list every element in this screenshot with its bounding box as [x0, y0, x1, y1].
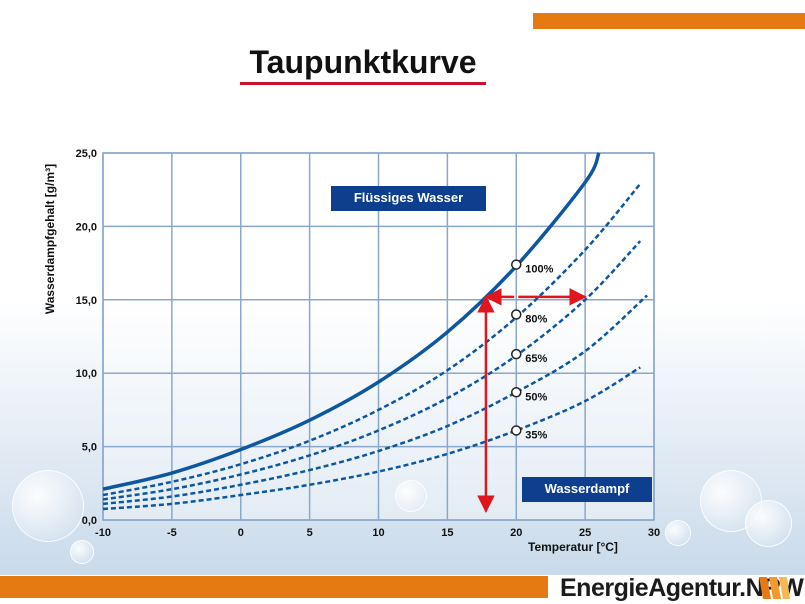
region-label-vapor: Wasserdampf	[522, 477, 652, 502]
x-tick-label: -5	[167, 527, 177, 539]
humidity-label: 50%	[525, 391, 547, 403]
humidity-label: 80%	[525, 313, 547, 325]
y-tick-label: 15,0	[76, 295, 97, 307]
x-tick-label: -10	[95, 527, 111, 539]
x-axis-label: Temperatur [°C]	[528, 540, 618, 554]
humidity-marker	[511, 387, 522, 398]
humidity-marker	[511, 348, 522, 360]
humidity-label: 35%	[525, 429, 547, 441]
series-line	[102, 152, 601, 491]
x-tick-label: 30	[648, 527, 660, 539]
x-tick-label: 25	[579, 527, 591, 539]
bottom-accent-bar	[0, 576, 548, 598]
logo-stripes-icon	[759, 577, 790, 599]
top-accent-bar	[533, 13, 805, 29]
x-tick-label: 15	[441, 527, 453, 539]
series-line	[102, 366, 641, 511]
y-tick-label: 5,0	[82, 442, 97, 454]
bubble-decoration	[70, 540, 94, 564]
region-label-liquid: Flüssiges Wasser	[331, 186, 486, 211]
series-line	[102, 294, 648, 506]
humidity-marker	[511, 259, 522, 270]
y-tick-label: 25,0	[76, 148, 97, 160]
x-tick-label: 0	[238, 527, 244, 539]
bubble-decoration	[745, 500, 792, 547]
title-underline	[240, 82, 486, 85]
x-tick-label: 20	[510, 527, 522, 539]
humidity-label: 100%	[525, 264, 553, 276]
bubble-decoration	[395, 480, 427, 512]
bubble-decoration	[12, 470, 84, 542]
y-tick-label: 0,0	[82, 515, 97, 527]
x-tick-label: 10	[372, 527, 384, 539]
page-title: Taupunktkurve	[249, 44, 477, 80]
y-axis-label: Wasserdampfgehalt [g/m³]	[43, 163, 57, 315]
humidity-label: 65%	[525, 353, 547, 365]
x-tick-label: 5	[307, 527, 313, 539]
humidity-marker	[511, 309, 522, 320]
y-tick-label: 20,0	[76, 221, 97, 233]
series-line	[102, 240, 642, 501]
humidity-marker	[511, 425, 522, 436]
y-tick-label: 10,0	[76, 368, 97, 380]
series-line	[102, 183, 642, 497]
bubble-decoration	[665, 520, 691, 546]
